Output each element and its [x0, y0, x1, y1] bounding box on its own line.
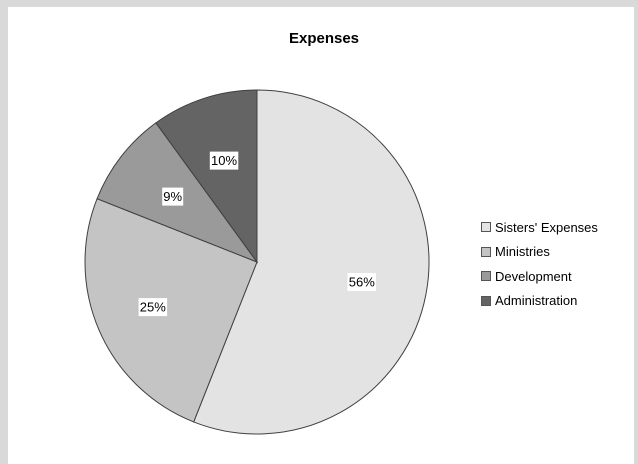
- data-label-text: 10%: [211, 153, 237, 168]
- legend-item: Sisters' Expenses: [481, 215, 631, 240]
- data-label-background: [138, 298, 168, 317]
- data-label-text: 9%: [163, 189, 182, 204]
- legend: Sisters' Expenses Ministries Development Ad…: [481, 215, 631, 313]
- legend-label: Administration: [495, 293, 578, 309]
- data-label: 56%: [347, 273, 376, 291]
- legend-label: Development: [495, 268, 572, 284]
- legend-label: Sisters' Expenses: [495, 219, 598, 235]
- legend-swatch: [481, 271, 491, 282]
- legend-item: Ministries: [481, 240, 631, 265]
- data-label-text: 56%: [349, 275, 375, 290]
- data-label: 9%: [162, 187, 184, 206]
- pie-slice: [155, 89, 258, 264]
- data-label-background: [209, 151, 239, 170]
- chart-title: Expenses: [288, 30, 360, 47]
- legend-swatch: [481, 222, 491, 233]
- pie-slice: [193, 89, 430, 435]
- data-label-background: [347, 273, 376, 291]
- data-label-text: 25%: [140, 300, 166, 315]
- data-label: 25%: [138, 298, 168, 317]
- data-label-background: [162, 187, 184, 206]
- legend-item: Development: [481, 264, 631, 289]
- legend-item: Administration: [481, 289, 631, 314]
- legend-label: Ministries: [495, 244, 550, 260]
- pie-slice: [84, 198, 258, 423]
- legend-swatch: [481, 295, 491, 306]
- legend-swatch: [481, 246, 491, 257]
- data-label: 10%: [209, 151, 239, 170]
